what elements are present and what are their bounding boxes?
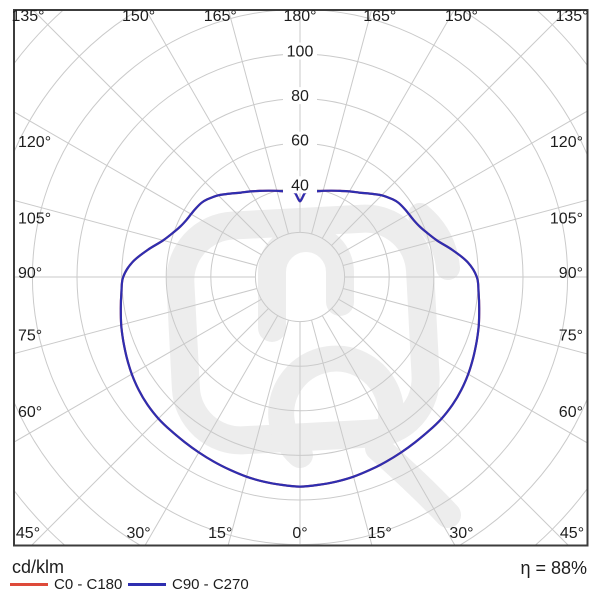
angle-tick-label: 0°	[292, 525, 307, 542]
legend-swatch-c90-c270	[128, 583, 166, 586]
angle-tick-label: 45°	[560, 525, 584, 542]
angle-labels: 0° 15° 15° 30° 30° 45° 45° 60° 60° 75° 75° 90° 90° 10…	[11, 8, 588, 542]
plot-border	[13, 9, 589, 547]
grid-ray	[14, 298, 262, 443]
radial-tick-mask	[283, 176, 317, 194]
angle-tick-label: 120°	[550, 134, 583, 151]
grid-ray	[14, 199, 258, 266]
legend-label-c0-c180: C0 - C180	[54, 576, 123, 593]
angle-tick-label: 75°	[559, 327, 583, 344]
angle-tick-label: 165°	[363, 8, 396, 25]
grid-ray	[321, 10, 455, 239]
grid-ray	[145, 10, 279, 239]
angle-tick-label: 60°	[18, 404, 42, 421]
grid-ray	[342, 199, 588, 266]
grid-ray	[227, 319, 289, 546]
radial-scale-labels: 40 60 80 100	[283, 42, 317, 194]
grid-ray	[342, 288, 588, 355]
angle-tick-label: 180°	[283, 8, 316, 25]
angle-tick-label: 75°	[18, 327, 42, 344]
grid-ray	[14, 111, 262, 256]
radial-tick-mask	[283, 42, 317, 60]
angle-tick-label: 135°	[555, 8, 588, 25]
radial-tick-label: 100	[287, 44, 314, 61]
grid-ray	[14, 288, 258, 355]
grid-ray	[32, 10, 269, 246]
grid-ray	[331, 10, 568, 246]
grid-ray	[311, 319, 373, 546]
angle-tick-label: 165°	[204, 8, 237, 25]
legend-swatch-c0-c180	[10, 583, 48, 586]
c90-c270-curve	[119, 189, 481, 488]
grid-ray	[321, 315, 456, 546]
angle-tick-label: 105°	[18, 211, 51, 228]
angle-tick-label: 15°	[368, 525, 392, 542]
angle-tick-label: 30°	[126, 525, 150, 542]
angle-tick-label: 135°	[11, 8, 44, 25]
grid-ray	[338, 298, 588, 444]
angle-tick-label: 105°	[550, 211, 583, 228]
grid-ray	[338, 110, 588, 256]
angle-tick-label: 150°	[122, 8, 155, 25]
angle-tick-label: 90°	[18, 265, 42, 282]
unit-label: cd/klm	[12, 557, 65, 577]
grid-ray	[30, 308, 269, 546]
radial-tick-mask	[283, 131, 317, 149]
radial-tick-mask	[283, 87, 317, 105]
angle-tick-label: 15°	[208, 525, 232, 542]
angle-tick-label: 150°	[445, 8, 478, 25]
angle-tick-label: 90°	[559, 265, 583, 282]
angle-tick-label: 120°	[18, 134, 51, 151]
radial-tick-label: 40	[291, 177, 309, 194]
efficiency-label: η = 88%	[520, 558, 587, 578]
legend-item-c90-c270: C90 - C270	[128, 576, 249, 593]
watermark-logo	[166, 203, 461, 528]
radial-tick-label: 80	[291, 88, 309, 105]
angle-tick-label: 60°	[559, 404, 583, 421]
grid-ray	[311, 10, 373, 235]
radial-tick-label: 60	[291, 133, 309, 150]
angle-tick-label: 30°	[449, 525, 473, 542]
grid-ray	[144, 315, 279, 546]
legend-label-c90-c270: C90 - C270	[172, 576, 249, 593]
legend-item-c0-c180: C0 - C180	[10, 576, 122, 593]
grid-ray	[227, 10, 289, 235]
grid-ray	[331, 308, 570, 546]
intensity-curves	[119, 189, 481, 488]
angle-tick-label: 45°	[16, 525, 40, 542]
